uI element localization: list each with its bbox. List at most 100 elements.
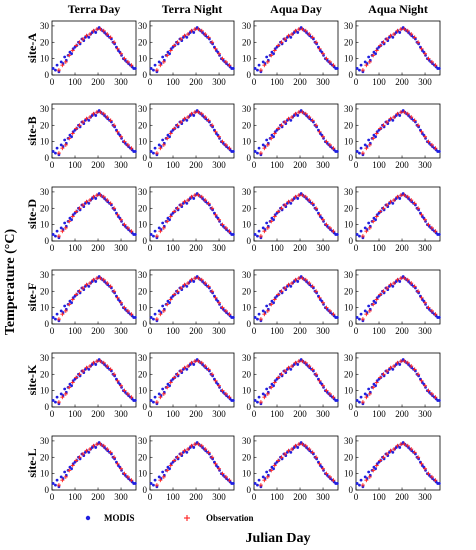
observation-point <box>395 277 400 282</box>
modis-point <box>118 50 122 54</box>
observation-point <box>81 452 86 456</box>
observation-point <box>364 229 369 234</box>
modis-point <box>94 280 98 283</box>
y-tick-label: 30 <box>138 187 148 197</box>
observation-point <box>307 198 312 203</box>
x-tick-label: 300 <box>316 77 330 87</box>
x-tick-label: 200 <box>189 77 203 87</box>
observation-point <box>300 276 305 281</box>
modis-point <box>256 151 259 155</box>
x-tick-label: 200 <box>395 160 409 170</box>
modis-point <box>51 233 55 236</box>
modis-point <box>377 460 381 464</box>
y-tick-label: 0 <box>247 236 252 246</box>
observation-point <box>433 229 438 234</box>
modis-point <box>368 141 372 145</box>
y-tick-label: 30 <box>40 353 50 363</box>
modis-point <box>272 52 275 56</box>
observation-point <box>158 478 163 483</box>
observation-point <box>381 206 386 211</box>
modis-point <box>398 114 402 117</box>
observation-point <box>419 461 424 466</box>
modis-point <box>171 45 175 49</box>
panel-frame <box>355 435 441 491</box>
modis-point <box>51 482 55 485</box>
modis-point <box>265 470 269 474</box>
modis-point <box>289 284 293 288</box>
modis-point <box>218 136 221 140</box>
observation-point <box>220 56 225 61</box>
modis-point <box>272 384 275 388</box>
modis-point <box>78 457 82 461</box>
x-tick-label: 200 <box>395 492 409 502</box>
modis-point <box>419 460 422 464</box>
modis-point <box>152 68 155 72</box>
modis-point <box>256 483 259 487</box>
observation-point <box>433 395 438 400</box>
modis-point <box>113 42 116 46</box>
modis-point <box>275 128 279 132</box>
modis-point <box>113 125 116 129</box>
observation-point <box>314 455 319 460</box>
modis-point <box>171 294 175 298</box>
observation-point <box>360 151 365 156</box>
modis-point <box>422 133 426 137</box>
observation-point <box>321 300 326 305</box>
observation-point <box>165 468 170 473</box>
modis-point <box>272 467 275 471</box>
modis-point <box>355 67 359 70</box>
observation-point <box>206 35 211 40</box>
observation-point <box>196 193 201 198</box>
observation-point <box>168 214 173 219</box>
modis-point <box>257 312 261 316</box>
modis-point <box>265 55 269 59</box>
modis-point <box>216 299 220 303</box>
modis-point <box>398 197 402 200</box>
observation-point <box>314 40 319 45</box>
y-axis-label: Temperature (°C) <box>3 229 18 336</box>
modis-point <box>367 387 371 391</box>
observation-point <box>423 300 428 305</box>
observation-point <box>374 297 379 302</box>
row-label: site-K <box>25 364 39 395</box>
modis-point <box>115 211 118 215</box>
observation-point <box>381 123 386 128</box>
observation-point <box>115 461 120 466</box>
panel-frame <box>355 20 441 76</box>
x-tick-label: 300 <box>418 409 432 419</box>
x-tick-label: 300 <box>212 77 226 87</box>
observation-point <box>161 59 166 64</box>
modis-point <box>374 467 377 471</box>
modis-point <box>192 280 196 283</box>
modis-point <box>153 229 157 233</box>
modis-point <box>363 309 367 313</box>
panel-frame <box>149 186 235 242</box>
x-tick-label: 200 <box>189 326 203 336</box>
x-tick-label: 100 <box>166 409 180 419</box>
observation-point <box>161 474 166 479</box>
modis-point <box>59 475 63 479</box>
observation-point <box>119 217 124 222</box>
observation-point <box>262 395 267 400</box>
x-axis-label: Julian Day <box>246 531 311 546</box>
y-tick-label: 10 <box>40 220 50 230</box>
observation-point <box>262 478 267 483</box>
observation-point <box>101 277 106 282</box>
observation-point <box>360 317 365 322</box>
modis-point <box>162 141 166 145</box>
y-tick-label: 20 <box>40 120 50 130</box>
modis-point <box>424 136 427 140</box>
observation-point <box>289 364 294 369</box>
column-title: Aqua Day <box>270 2 322 16</box>
observation-point <box>374 48 379 53</box>
modis-point <box>320 299 324 303</box>
modis-point <box>417 208 420 212</box>
observation-point <box>310 450 315 455</box>
y-tick-label: 20 <box>138 37 148 47</box>
x-tick-label: 0 <box>252 409 257 419</box>
panel-frame <box>253 435 339 491</box>
observation-point <box>129 63 134 68</box>
observation-point <box>196 110 201 115</box>
modis-point <box>398 363 402 366</box>
